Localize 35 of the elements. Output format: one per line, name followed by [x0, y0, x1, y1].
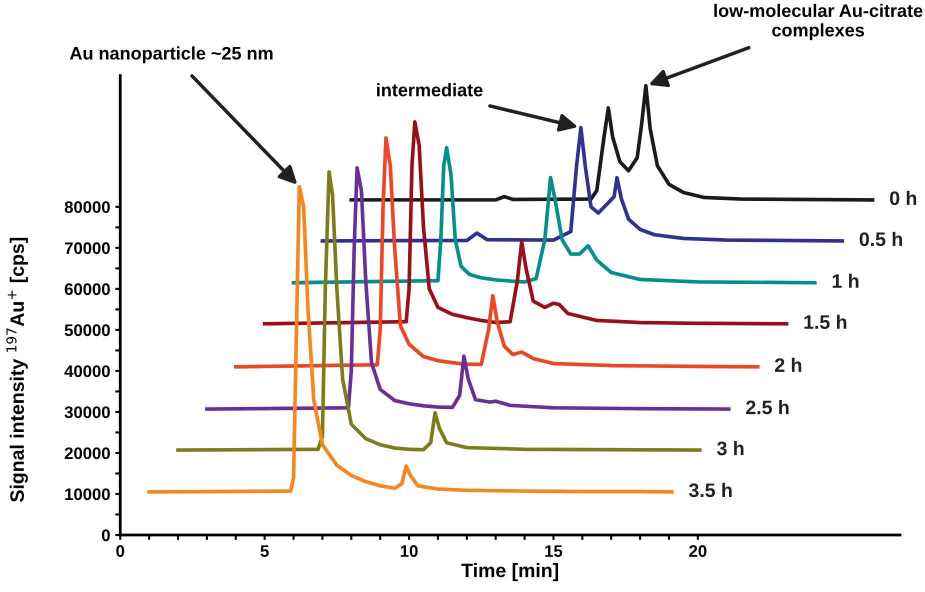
- x-axis-title: Time [min]: [461, 563, 558, 582]
- x-tick-label: 15: [545, 545, 562, 557]
- line-series: [320, 126, 844, 243]
- series-label: 0.5 h: [860, 232, 902, 246]
- y-tick-label: 20000: [64, 447, 110, 460]
- series-label: 1 h: [832, 274, 858, 288]
- line-series: [205, 166, 731, 411]
- line-series: [176, 170, 702, 452]
- line-series: [349, 84, 874, 202]
- y-tick-label: 50000: [64, 324, 110, 336]
- y-tick-label: 40000: [64, 365, 110, 378]
- line-series: [234, 136, 760, 369]
- line-series: [292, 146, 817, 285]
- x-tick-label: 5: [260, 545, 269, 557]
- y-tick-label: 10000: [65, 488, 110, 500]
- series-label: 3.5 h: [688, 482, 732, 498]
- x-tick-label: 20: [689, 545, 706, 557]
- y-axis-title: Signal intensity $^{197}$Au$^{+}$ [cps]: [6, 238, 28, 502]
- y-tick-label: 0: [102, 529, 110, 542]
- series-label: 2 h: [774, 358, 802, 372]
- series-label: 0 h: [890, 190, 916, 206]
- line-series: [147, 184, 674, 494]
- annotation: Au nanoparticle ~25 nm: [70, 46, 273, 64]
- y-tick-label: 30000: [64, 406, 110, 418]
- annotation: low-molecular Au-citrate complexes: [714, 4, 922, 40]
- series-label: 1.5 h: [804, 314, 846, 329]
- x-tick-label: 0: [116, 545, 124, 557]
- series-label: 3 h: [716, 441, 744, 456]
- line-series: [262, 120, 788, 326]
- y-tick-label: 80000: [64, 201, 110, 214]
- annotation: intermediate: [377, 83, 483, 96]
- x-tick-label: 10: [400, 545, 418, 557]
- series-label: 2.5 h: [746, 400, 789, 414]
- y-tick-label: 70000: [64, 242, 110, 254]
- y-tick-label: 60000: [64, 283, 110, 296]
